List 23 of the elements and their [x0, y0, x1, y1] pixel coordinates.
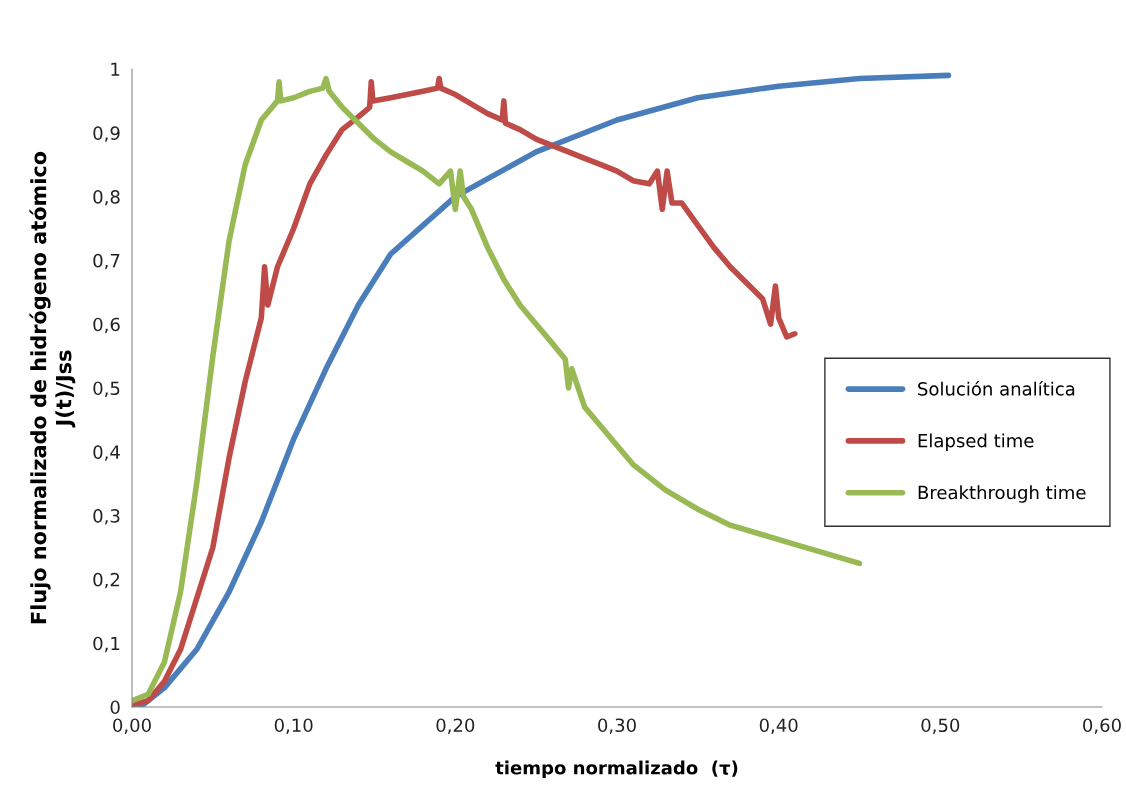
legend-label: Elapsed time — [918, 433, 1034, 451]
y-tick-label: 1 — [111, 62, 120, 76]
x-tick-label: 0,50 — [921, 718, 960, 734]
y-tick-label: 0,2 — [93, 572, 120, 589]
y-tick-label: 0,9 — [93, 126, 120, 142]
y-tick-label: 0,6 — [93, 317, 120, 334]
y-axis-title: Flujo normalizado de hidrógeno atómico J(t)/Jss — [29, 151, 76, 624]
x-axis-title: tiempo normalizado (τ) — [495, 760, 738, 779]
y-tick-label: 0,3 — [93, 509, 120, 525]
y-tick-label: 0,5 — [93, 381, 120, 397]
y-tick-label: 0,8 — [93, 190, 120, 206]
x-tick-label: 0,10 — [274, 718, 313, 734]
x-tick-label: 0,20 — [436, 718, 475, 734]
x-tick-label: 0,60 — [1083, 718, 1121, 734]
legend-label: Solución analítica — [918, 380, 1075, 396]
y-tick-label: 0,4 — [93, 445, 120, 461]
y-tick-label: 0,7 — [93, 253, 120, 270]
x-tick-label: 0,30 — [598, 718, 636, 734]
y-tick-label: 0,1 — [93, 636, 120, 653]
y-tick-label: 0 — [110, 700, 120, 715]
x-tick-label: 0,00 — [113, 718, 151, 734]
x-tick-label: 0,40 — [759, 718, 798, 734]
legend-label: Breakthrough time — [918, 485, 1086, 503]
